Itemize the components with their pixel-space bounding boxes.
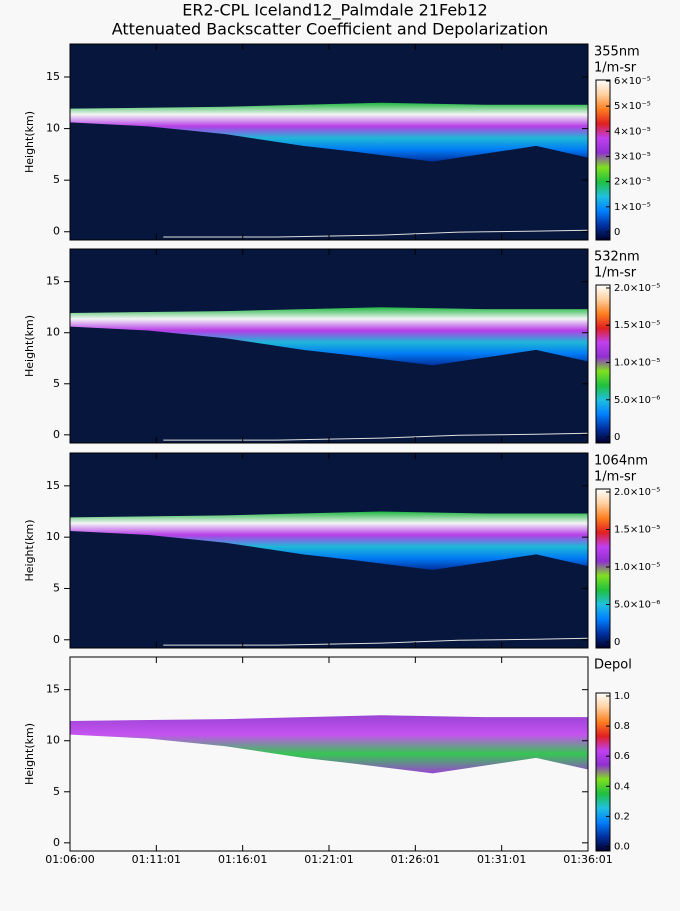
- y-tick-label: 15: [46, 683, 60, 696]
- colorbar-tick-label: 0.6: [614, 751, 630, 762]
- y-tick-label: 10: [46, 530, 60, 543]
- cloud-layer: [70, 715, 588, 774]
- y-tick-label: 10: [46, 326, 60, 339]
- colorbar: [595, 284, 611, 444]
- colorbar-label: Depol: [594, 658, 632, 673]
- colorbar-tick-label: 6×10⁻⁵: [614, 76, 651, 87]
- y-tick-label: 5: [53, 785, 60, 798]
- colorbar-label: 1064nm: [594, 454, 648, 469]
- y-tick-label: 0: [53, 633, 60, 646]
- colorbar-label: 355nm: [594, 45, 640, 60]
- colorbar: [595, 488, 611, 649]
- colorbar-tick-label: 1.5×10⁻⁵: [614, 525, 660, 536]
- x-tick-label: 01:21:01: [304, 853, 353, 866]
- colorbar-label: 1/m-sr: [594, 266, 637, 281]
- y-axis-label: Height(km): [23, 723, 36, 785]
- colorbar-label: 532nm: [594, 250, 640, 265]
- colorbar-tick-label: 0: [614, 227, 620, 238]
- colorbar-tick-label: 5×10⁻⁵: [614, 101, 651, 112]
- y-tick-label: 0: [53, 836, 60, 849]
- chart-subtitle: Attenuated Backscatter Coefficient and D…: [112, 20, 549, 39]
- colorbar-tick-label: 0.2: [614, 811, 630, 822]
- y-axis-label: Height(km): [23, 519, 36, 581]
- y-tick-label: 10: [46, 122, 60, 135]
- colorbar: [595, 79, 611, 241]
- colorbar-tick-label: 2×10⁻⁵: [614, 177, 651, 188]
- y-tick-label: 15: [46, 70, 60, 83]
- colorbar-tick-label: 2.0×10⁻⁵: [614, 487, 660, 498]
- colorbar-tick-label: 3×10⁻⁵: [614, 151, 651, 162]
- colorbar-tick-label: 1×10⁻⁵: [614, 202, 651, 213]
- y-tick-label: 0: [53, 225, 60, 238]
- y-tick-label: 5: [53, 377, 60, 390]
- y-tick-label: 15: [46, 479, 60, 492]
- colorbar-tick-label: 1.5×10⁻⁵: [614, 320, 660, 331]
- colorbar-tick-label: 1.0×10⁻⁵: [614, 358, 660, 369]
- colorbar-tick-label: 0: [614, 432, 620, 443]
- colorbar-tick-label: 0.8: [614, 721, 630, 732]
- y-tick-label: 5: [53, 173, 60, 186]
- y-tick-label: 10: [46, 734, 60, 747]
- y-tick-label: 0: [53, 428, 60, 441]
- colorbar-tick-label: 4×10⁻⁵: [614, 126, 651, 137]
- surface-return: [163, 229, 589, 238]
- y-tick-label: 5: [53, 581, 60, 594]
- colorbar-tick-label: 2.0×10⁻⁵: [614, 283, 660, 294]
- y-axis-label: Height(km): [23, 315, 36, 377]
- surface-return: [163, 637, 589, 646]
- colorbar-tick-label: 0.4: [614, 781, 630, 792]
- colorbar-tick-label: 0: [614, 637, 620, 648]
- colorbar-tick-label: 5.0×10⁻⁶: [614, 600, 660, 611]
- colorbar-tick-label: 0.0: [614, 841, 630, 852]
- x-tick-label: 01:31:01: [477, 853, 526, 866]
- colorbar-tick-label: 1.0×10⁻⁵: [614, 562, 660, 573]
- cloud-layer: [70, 307, 588, 366]
- cloud-layer: [70, 511, 588, 570]
- x-tick-label: 01:26:01: [391, 853, 440, 866]
- colorbar: [595, 692, 611, 852]
- chart-title: ER2-CPL Iceland12_Palmdale 21Feb12: [182, 1, 487, 21]
- colorbar-label: 1/m-sr: [594, 470, 637, 485]
- x-tick-label: 01:06:00: [45, 853, 94, 866]
- colorbar-tick-label: 5.0×10⁻⁶: [614, 395, 660, 406]
- x-tick-label: 01:11:01: [132, 853, 181, 866]
- colorbar-label: 1/m-sr: [594, 61, 637, 76]
- surface-return: [163, 432, 589, 441]
- y-axis-label: Height(km): [23, 111, 36, 173]
- cloud-layer: [70, 102, 588, 162]
- x-tick-label: 01:36:01: [563, 853, 612, 866]
- x-tick-label: 01:16:01: [218, 853, 267, 866]
- colorbar-tick-label: 1.0: [614, 691, 630, 702]
- y-tick-label: 15: [46, 275, 60, 288]
